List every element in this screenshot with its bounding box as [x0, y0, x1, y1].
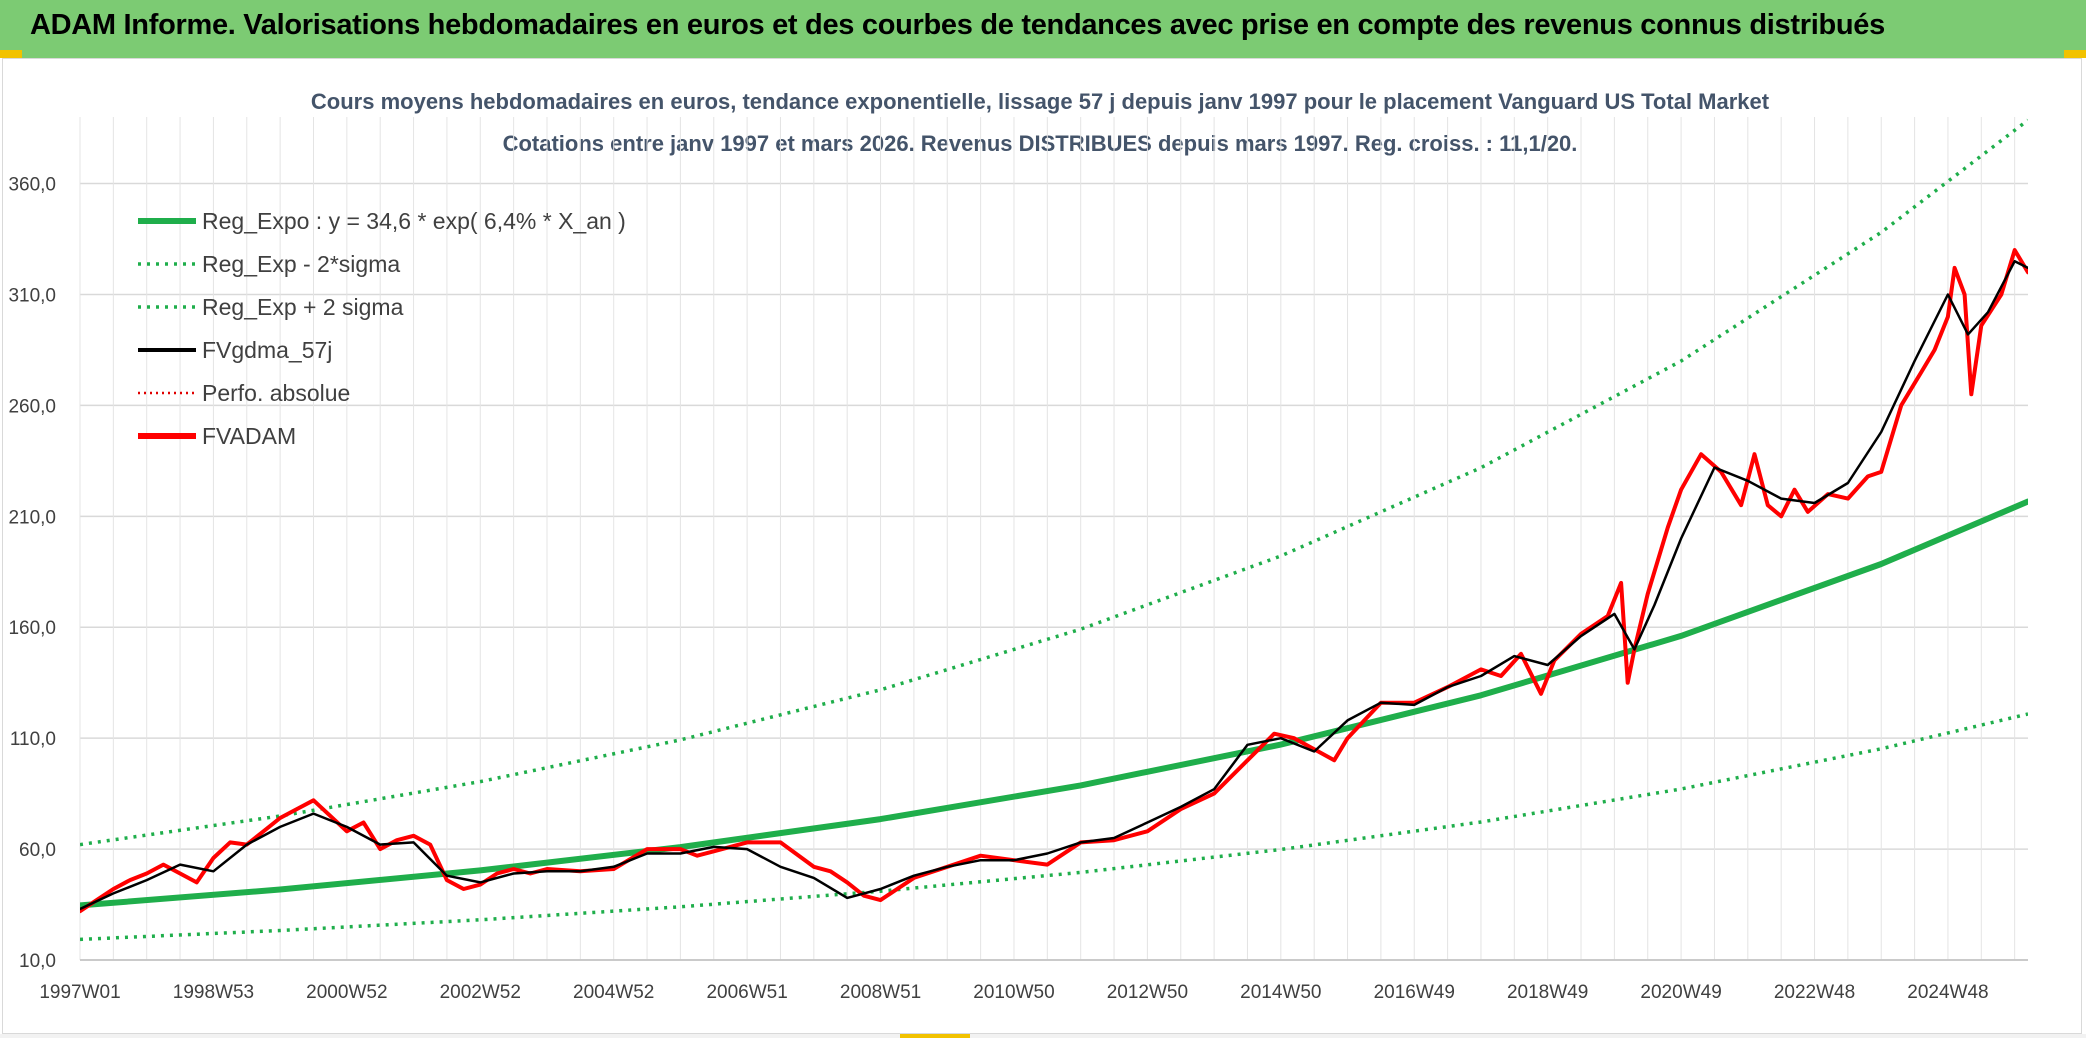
bottom-accent	[900, 1034, 970, 1038]
chart-title: Cours moyens hebdomadaires en euros, ten…	[311, 89, 1770, 114]
y-tick-label: 260,0	[8, 396, 56, 417]
x-tick-label: 2010W50	[973, 982, 1054, 1003]
report-banner: ADAM Informe. Valorisations hebdomadaire…	[0, 0, 2086, 58]
y-tick-label: 110,0	[10, 729, 56, 750]
series-line-3	[80, 259, 2028, 911]
x-tick-label: 2024W48	[1907, 982, 1988, 1003]
y-tick-label: 310,0	[8, 285, 56, 306]
x-tick-label: 2000W52	[306, 982, 387, 1003]
series-line-5	[80, 248, 2028, 914]
x-tick-label: 2022W48	[1774, 982, 1855, 1003]
y-tick-label: 160,0	[8, 618, 56, 639]
bottom-strip	[0, 1034, 2086, 1038]
x-tick-label: 2008W51	[840, 982, 921, 1003]
legend-label: Reg_Expo : y = 34,6 * exp( 6,4% * X_an )	[202, 208, 626, 234]
x-tick-label: 2004W52	[573, 982, 654, 1003]
legend-label: FVADAM	[202, 423, 296, 449]
x-tick-label: 1997W01	[39, 982, 120, 1003]
x-tick-label: 2014W50	[1240, 982, 1321, 1003]
chart-frame	[2, 58, 2082, 1034]
axes: 10,0 60,0 110,0 160,0 210,0 260,0 310,0 360,0 19…	[8, 175, 2028, 1003]
legend-label: Reg_Exp - 2*sigma	[202, 251, 400, 277]
series-line-0	[80, 498, 2028, 909]
report-banner-title: ADAM Informe. Valorisations hebdomadaire…	[30, 9, 1885, 41]
banner-corner-left	[0, 50, 22, 58]
x-tick-label: 2012W50	[1107, 982, 1188, 1003]
x-tick-label: 2006W51	[706, 982, 787, 1003]
x-tick-label: 1998W53	[173, 982, 254, 1003]
legend-label: FVgdma_57j	[202, 337, 332, 363]
legend-label: Reg_Exp + 2 sigma	[202, 294, 404, 320]
legend: Reg_Expo : y = 34,6 * exp( 6,4% * X_an )…	[138, 208, 626, 449]
x-tick-label: 2016W49	[1374, 982, 1455, 1003]
x-tick-label: 2018W49	[1507, 982, 1588, 1003]
series-line-1	[80, 712, 2028, 942]
y-tick-label: 10,0	[19, 951, 56, 972]
x-tick-label: 2020W49	[1640, 982, 1721, 1003]
banner-corner-right	[2064, 50, 2086, 58]
legend-label: Perfo. absolue	[202, 380, 350, 406]
y-tick-label: 60,0	[19, 840, 56, 861]
y-tick-label: 360,0	[8, 175, 56, 196]
series-layer	[80, 118, 2028, 942]
chart-subtitle: Cotations entre janv 1997 et mars 2026. …	[503, 131, 1578, 156]
y-tick-label: 210,0	[8, 507, 56, 528]
x-tick-label: 2002W52	[440, 982, 521, 1003]
